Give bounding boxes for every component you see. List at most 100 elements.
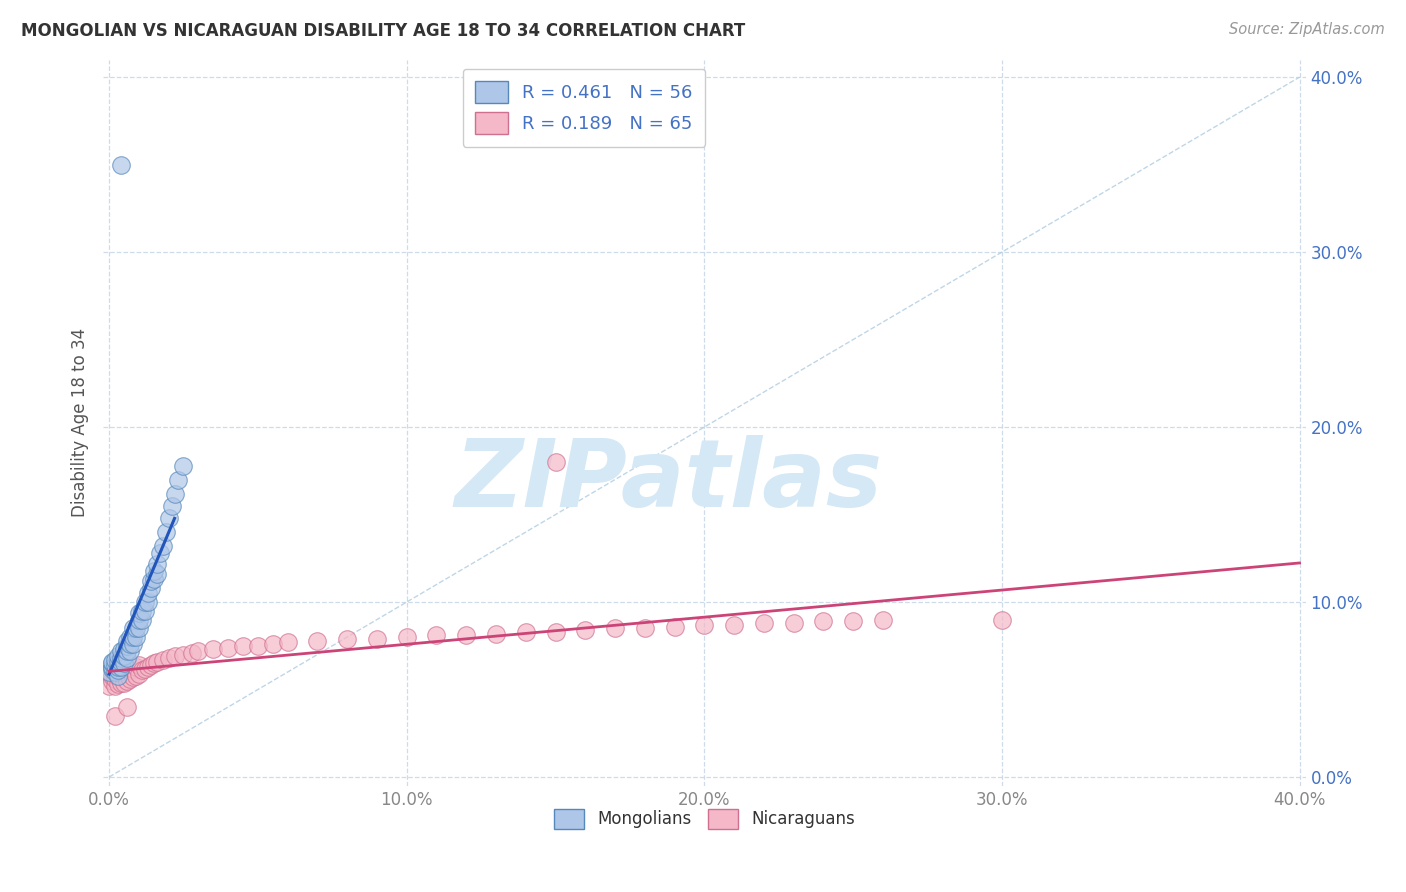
Point	[101, 661, 124, 675]
Point	[107, 677, 129, 691]
Point	[152, 539, 174, 553]
Point	[125, 621, 148, 635]
Point	[118, 644, 141, 658]
Text: ZIPatlas: ZIPatlas	[454, 434, 883, 527]
Point	[160, 499, 183, 513]
Point	[115, 651, 138, 665]
Point	[181, 646, 204, 660]
Point	[115, 633, 138, 648]
Point	[217, 640, 239, 655]
Text: MONGOLIAN VS NICARAGUAN DISABILITY AGE 18 TO 34 CORRELATION CHART: MONGOLIAN VS NICARAGUAN DISABILITY AGE 1…	[21, 22, 745, 40]
Point	[136, 660, 159, 674]
Point	[128, 621, 150, 635]
Point	[112, 649, 135, 664]
Point	[139, 574, 162, 588]
Point	[122, 630, 145, 644]
Point	[134, 595, 156, 609]
Point	[136, 586, 159, 600]
Point	[145, 567, 167, 582]
Point	[118, 663, 141, 677]
Point	[693, 617, 716, 632]
Point	[101, 657, 124, 671]
Point	[101, 660, 124, 674]
Y-axis label: Disability Age 18 to 34: Disability Age 18 to 34	[72, 328, 89, 517]
Point	[112, 675, 135, 690]
Point	[104, 658, 127, 673]
Point	[112, 660, 135, 674]
Point	[115, 644, 138, 658]
Point	[112, 642, 135, 657]
Point	[107, 655, 129, 669]
Point	[125, 630, 148, 644]
Point	[574, 623, 596, 637]
Point	[122, 670, 145, 684]
Point	[155, 524, 177, 539]
Point	[118, 637, 141, 651]
Point	[125, 668, 148, 682]
Point	[118, 672, 141, 686]
Point	[991, 613, 1014, 627]
Point	[110, 666, 132, 681]
Legend: Mongolians, Nicaraguans: Mongolians, Nicaraguans	[547, 802, 862, 836]
Point	[163, 649, 186, 664]
Point	[107, 663, 129, 677]
Point	[101, 668, 124, 682]
Point	[515, 624, 537, 639]
Point	[110, 675, 132, 690]
Point	[104, 672, 127, 686]
Point	[128, 613, 150, 627]
Point	[128, 658, 150, 673]
Point	[366, 632, 388, 646]
Point	[131, 663, 153, 677]
Point	[139, 658, 162, 673]
Point	[122, 661, 145, 675]
Point	[152, 653, 174, 667]
Point	[149, 546, 172, 560]
Point	[752, 615, 775, 630]
Point	[782, 615, 804, 630]
Point	[107, 660, 129, 674]
Point	[107, 670, 129, 684]
Point	[202, 642, 225, 657]
Point	[115, 700, 138, 714]
Point	[128, 666, 150, 681]
Point	[166, 473, 188, 487]
Point	[246, 639, 269, 653]
Point	[131, 613, 153, 627]
Point	[110, 644, 132, 658]
Point	[142, 657, 165, 671]
Point	[112, 666, 135, 681]
Point	[842, 615, 865, 629]
Point	[107, 668, 129, 682]
Point	[131, 604, 153, 618]
Point	[485, 626, 508, 640]
Point	[128, 606, 150, 620]
Point	[118, 630, 141, 644]
Point	[395, 630, 418, 644]
Point	[134, 604, 156, 618]
Point	[110, 655, 132, 669]
Point	[664, 619, 686, 633]
Point	[307, 633, 329, 648]
Point	[104, 665, 127, 679]
Point	[98, 679, 121, 693]
Point	[813, 615, 835, 629]
Point	[134, 661, 156, 675]
Point	[107, 663, 129, 677]
Point	[107, 649, 129, 664]
Point	[110, 158, 132, 172]
Point	[115, 673, 138, 688]
Point	[125, 660, 148, 674]
Point	[145, 557, 167, 571]
Point	[723, 617, 745, 632]
Point	[101, 655, 124, 669]
Point	[115, 665, 138, 679]
Point	[142, 572, 165, 586]
Point	[145, 655, 167, 669]
Point	[277, 635, 299, 649]
Point	[104, 679, 127, 693]
Point	[115, 639, 138, 653]
Point	[336, 632, 359, 646]
Point	[425, 628, 447, 642]
Point	[104, 653, 127, 667]
